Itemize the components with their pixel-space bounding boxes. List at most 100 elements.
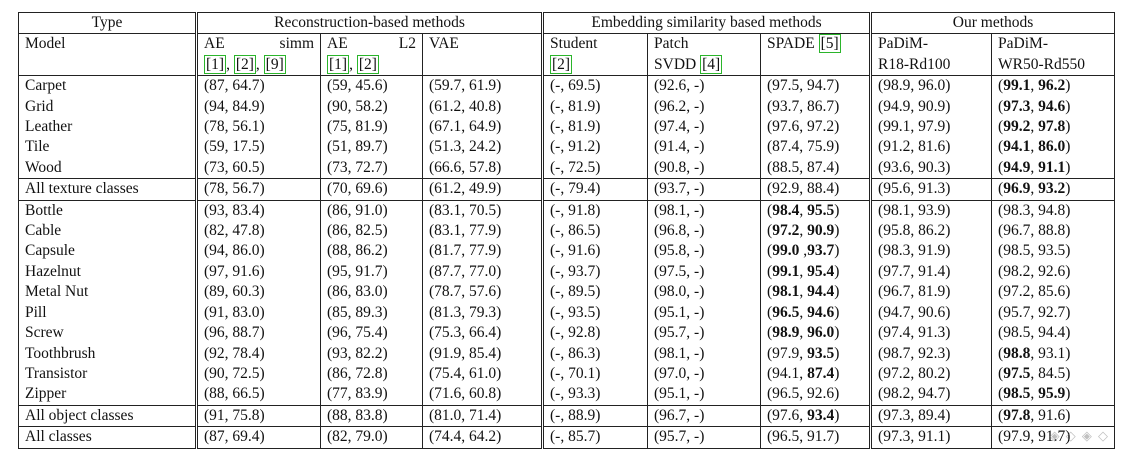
cell-ae-simm: (82, 47.8) (195, 221, 321, 242)
cell-padim-wr50: (97.8, 91.6) (991, 404, 1116, 427)
citation-link[interactable]: [9] (263, 54, 286, 74)
best-value: 95.5 (807, 201, 835, 219)
citation-link[interactable]: [2] (550, 54, 573, 74)
row-label: Screw (18, 323, 197, 344)
cell-padim-wr50: (95.7, 92.7) (991, 302, 1116, 324)
citation-link[interactable]: [1] (204, 54, 227, 74)
padim-wr50-label-2: WR50-Rd550 (998, 55, 1086, 73)
cell-ae-simm: (93, 83.4) (195, 199, 321, 222)
cell-vae: (74.4, 64.2) (421, 426, 543, 449)
row-label: Capsule (18, 241, 197, 262)
cell-ae-l2: (90, 58.2) (320, 96, 423, 118)
cell-padim-r18: (96.7, 81.9) (869, 282, 992, 303)
row-label: Grid (18, 96, 197, 118)
cell-ae-l2: (86, 91.0) (320, 199, 423, 222)
cell-padim-wr50: (97.5, 84.5) (991, 363, 1116, 385)
type-header: Type (18, 11, 197, 34)
cell-student: (-, 91.8) (541, 199, 648, 222)
cell-student: (-, 69.5) (541, 75, 648, 97)
best-value: 96.2 (1038, 77, 1066, 95)
citation-link[interactable]: [2] (233, 54, 256, 74)
cell-ae-l2: (70, 69.6) (320, 178, 423, 201)
cell-vae: (67.1, 64.9) (421, 117, 543, 138)
cell-vae: (61.2, 49.9) (421, 178, 543, 201)
table-row: Pill (91, 83.0) (85, 89.3) (81.3, 79.3) (-, … (18, 302, 1116, 324)
cell-ae-simm: (94, 86.0) (195, 241, 321, 262)
best-value: 98.5 (1003, 385, 1031, 403)
cell-padim-wr50: (99.2, 97.8) (991, 117, 1116, 138)
cell-spade: (94.1, 87.4) (760, 363, 871, 385)
cell-patch-svdd: (97.4, -) (647, 117, 761, 138)
cell-padim-r18: (93.6, 90.3) (869, 157, 992, 179)
cell-padim-wr50: (96.9, 93.2) (991, 178, 1116, 201)
patch-svdd-label-1: Patch (654, 35, 689, 53)
cell-padim-r18: (91.2, 81.6) (869, 137, 992, 158)
padim-r18-label-2: R18-Rd100 (878, 55, 951, 73)
method-spade: SPADE [5] (760, 33, 871, 76)
cell-padim-r18: (98.7, 92.3) (869, 343, 992, 364)
cell-patch-svdd: (97.0, -) (647, 363, 761, 385)
row-label: Zipper (18, 384, 197, 406)
method-student: Student [2] (541, 33, 648, 76)
row-label: All classes (18, 426, 197, 449)
cell-ae-simm: (91, 75.8) (195, 404, 321, 427)
cell-padim-wr50: (98.8, 93.1) (991, 343, 1116, 364)
best-value: 93.5 (807, 344, 835, 362)
cell-vae: (75.4, 61.0) (421, 363, 543, 385)
cell-ae-l2: (96, 75.4) (320, 323, 423, 344)
cell-spade: (92.9, 88.4) (760, 178, 871, 201)
cell-vae: (51.3, 24.2) (421, 137, 543, 158)
table-row: All object classes (91, 75.8) (88, 83.8) (8… (18, 404, 1116, 427)
cell-padim-wr50: (98.3, 94.8) (991, 199, 1116, 222)
citation-link[interactable]: [4] (700, 54, 723, 74)
cell-padim-r18: (98.1, 93.9) (869, 199, 992, 222)
cell-ae-simm: (73, 60.5) (195, 157, 321, 179)
row-label: Bottle (18, 199, 197, 222)
citation-link[interactable]: [1] (327, 54, 350, 74)
cell-student: (-, 70.1) (541, 363, 648, 385)
cell-padim-r18: (97.4, 91.3) (869, 323, 992, 344)
best-value: 97.2 (772, 222, 800, 240)
cell-ae-l2: (82, 79.0) (320, 426, 423, 449)
table-row: Cable (82, 47.8) (86, 82.5) (83.1, 77.9) (-,… (18, 221, 1116, 242)
cell-ae-l2: (85, 89.3) (320, 302, 423, 324)
citation-link[interactable]: [5] (818, 34, 841, 54)
cell-patch-svdd: (98.1, -) (647, 343, 761, 364)
ae-l2-label-a: AE (327, 35, 348, 53)
cell-ae-simm: (97, 91.6) (195, 261, 321, 283)
table-row: Capsule (94, 86.0) (88, 86.2) (81.7, 77.9)(… (18, 241, 1116, 262)
vae-label: VAE (429, 35, 459, 53)
cell-student: (-, 93.5) (541, 302, 648, 324)
cell-student: (-, 89.5) (541, 282, 648, 303)
table-row: All texture classes (78, 56.7) (70, 69.6)(… (18, 178, 1116, 201)
best-value: 97.3 (1003, 97, 1031, 115)
cell-padim-wr50: (98.5, 93.5) (991, 241, 1116, 262)
citation-link[interactable]: [2] (356, 54, 379, 74)
group-header-reconstruction: Reconstruction-based methods (194, 11, 543, 34)
cell-ae-simm: (59, 17.5) (195, 137, 321, 158)
cell-patch-svdd: (96.2, -) (647, 96, 761, 118)
best-value: 97.8 (1003, 406, 1031, 424)
cell-ae-simm: (87, 69.4) (195, 426, 321, 449)
cell-spade: (97.9, 93.5) (760, 343, 871, 364)
cell-padim-r18: (97.3, 89.4) (869, 404, 992, 427)
cell-patch-svdd: (93.7, -) (647, 178, 761, 201)
cell-patch-svdd: (90.8, -) (647, 157, 761, 179)
best-value: 98.9 (772, 324, 800, 342)
cell-spade: (96.5, 91.7) (760, 426, 871, 449)
cell-student: (-, 81.9) (541, 117, 648, 138)
cell-padim-wr50: (94.1, 86.0) (991, 137, 1116, 158)
method-ae-l2: AE L2 [1], [2] (320, 33, 423, 76)
row-label: Metal Nut (18, 282, 197, 303)
cell-spade: (97.2, 90.9) (760, 221, 871, 242)
table-row: Bottle (93, 83.4) (86, 91.0) (83.1, 70.5) (-… (18, 199, 1116, 222)
best-value: 90.9 (807, 222, 835, 240)
row-label: Hazelnut (18, 261, 197, 283)
cell-student: (-, 88.9) (541, 404, 648, 427)
cell-spade: (97.6, 97.2) (760, 117, 871, 138)
row-label: All object classes (18, 404, 197, 427)
table-row: Zipper (88, 66.5) (77, 83.9) (71.6, 60.8) (-… (18, 384, 1116, 406)
cell-patch-svdd: (98.1, -) (647, 199, 761, 222)
group-header-ours: Our methods (869, 11, 1116, 34)
table-row: Screw (96, 88.7) (96, 75.4) (75.3, 66.4) (-,… (18, 323, 1116, 344)
